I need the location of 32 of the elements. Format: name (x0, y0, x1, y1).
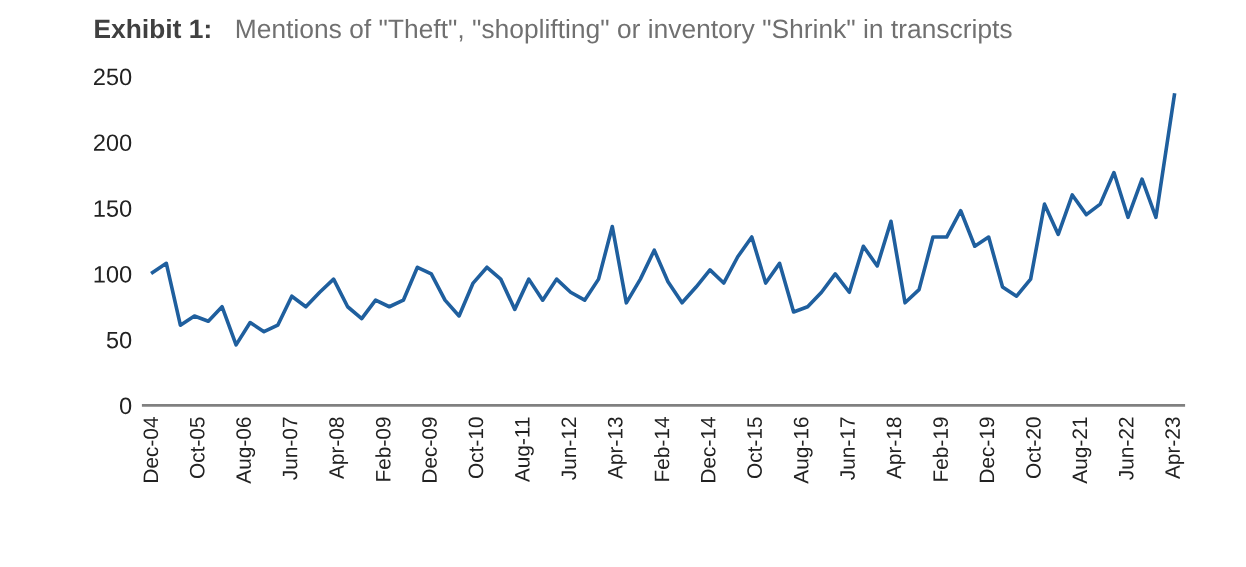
chart-title: Exhibit 1: (95, 18, 210, 39)
x-tick-label: Jun-22 (1118, 417, 1134, 480)
x-tick-label: Apr-08 (329, 417, 349, 479)
x-tick-label: Jun-17 (840, 417, 855, 480)
x-tick-label: Jun-07 (282, 417, 298, 480)
x-tick-label: Aug-06 (236, 417, 256, 484)
x-tick-label: Aug-16 (793, 417, 813, 484)
y-tick-label: 50 (106, 331, 132, 349)
x-tick-label: Dec-14 (701, 417, 716, 482)
x-tick-label: Feb-14 (654, 417, 670, 481)
x-tick-label: Dec-04 (143, 417, 159, 482)
x-tick-label: Aug-21 (1072, 417, 1092, 484)
x-tick-label: Dec-09 (422, 417, 437, 482)
chart-subtitle: Mentions of "Theft", "shoplifting" or inventory "Shrink" in transcripts (236, 18, 1012, 44)
x-tick-label: Jun-12 (561, 417, 577, 480)
x-tick-label: Apr-13 (607, 417, 627, 479)
y-tick-label: 150 (94, 200, 132, 217)
y-tick-label: 250 (93, 68, 132, 86)
x-tick-label: Oct-05 (189, 417, 205, 479)
x-tick-label: Oct-10 (468, 417, 484, 479)
x-tick-label: Feb-19 (932, 417, 948, 481)
y-tick-label: 200 (93, 134, 132, 152)
x-tick-label: Feb-09 (375, 417, 391, 481)
x-tick-label: Oct-15 (747, 417, 762, 479)
x-tick-label: Apr-23 (1165, 417, 1185, 479)
x-tick-label: Aug-11 (515, 417, 534, 483)
x-tick-label: Dec-19 (979, 417, 995, 482)
x-tick-label: Apr-18 (886, 417, 906, 479)
line-series (150, 93, 1177, 347)
y-tick-label: 0 (119, 397, 132, 415)
y-tick-label: 100 (94, 265, 132, 283)
x-tick-label: Oct-20 (1026, 417, 1041, 479)
